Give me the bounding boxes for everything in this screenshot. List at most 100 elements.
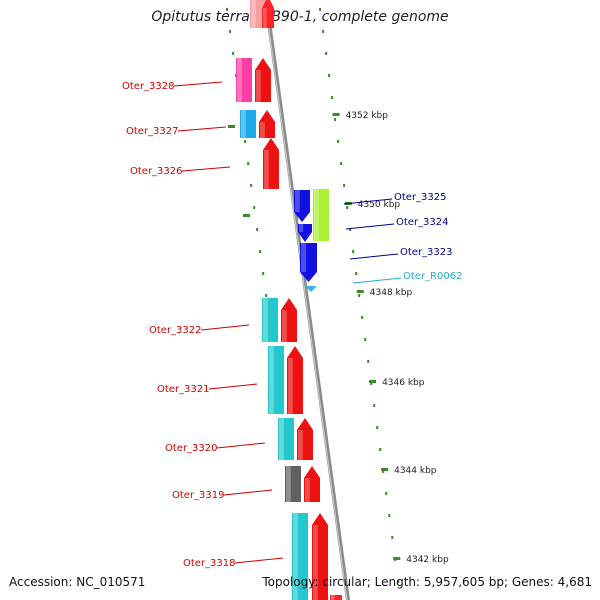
scale-tick <box>393 557 401 560</box>
gene-arrow-5-shape <box>297 418 313 460</box>
gene-3325-shape <box>294 190 310 222</box>
gene-label: Oter_3319 <box>172 490 225 501</box>
gene-leader-line <box>349 253 399 260</box>
right-guide-dot <box>361 316 364 319</box>
genome-backbone-highlight <box>264 0 348 600</box>
gene-leader-line <box>345 223 395 230</box>
gene-arrow-1-shape <box>259 110 275 138</box>
gene-green-feature-shine <box>314 189 319 241</box>
left-guide-dot <box>232 52 235 55</box>
gene-arrow-2-shape <box>263 138 279 189</box>
right-guide-dot <box>391 536 394 539</box>
right-guide-dot <box>388 514 391 517</box>
right-guide-dot <box>397 580 400 583</box>
gene-arrow-5-shine <box>298 430 303 460</box>
gene-leader-line <box>177 126 227 132</box>
right-guide-dot <box>322 30 325 33</box>
gene-box-4 <box>268 346 284 414</box>
gene-arrow-7 <box>312 513 328 600</box>
gene-leader-line <box>181 166 231 172</box>
gene-arrow-0 <box>255 58 271 102</box>
right-guide-dot <box>328 74 331 77</box>
gene-leader-line <box>343 198 393 205</box>
right-guide-dot <box>385 492 388 495</box>
gene-label: Oter_3325 <box>394 192 447 203</box>
right-guide-dot <box>379 448 382 451</box>
left-guide-dot <box>250 184 253 187</box>
gene-box-0 <box>236 58 252 102</box>
gene-leader-line <box>173 81 223 87</box>
gene-box-6 <box>285 466 301 502</box>
gene-partial-top-pink-shine <box>251 0 256 28</box>
right-guide-dot <box>355 272 358 275</box>
right-guide-dot <box>367 360 370 363</box>
gene-arrow-4-shape <box>287 346 303 414</box>
gene-arrow-3-shine <box>282 310 287 342</box>
gene-box-7-shine <box>293 513 298 600</box>
right-guide-dot <box>331 96 334 99</box>
gene-3323-shape <box>300 243 317 282</box>
scale-tick <box>369 380 377 383</box>
right-guide-dot <box>352 250 355 253</box>
gene-box-4-shape <box>268 346 284 414</box>
gene-label: Oter_3321 <box>157 384 210 395</box>
gene-leader-line <box>223 489 273 496</box>
gene-arrow-7-shine <box>313 525 318 600</box>
scale-tick-label: 4352 kbp <box>346 111 389 121</box>
left-tick <box>228 125 235 128</box>
gene-3325-shape-shine <box>295 190 300 212</box>
gene-arrow-3-shape <box>281 298 297 342</box>
gene-partial-top-red <box>262 0 274 28</box>
gene-arrow-7-shape <box>312 513 328 600</box>
right-guide-dot <box>370 382 373 385</box>
gene-label: Oter_3322 <box>149 325 202 336</box>
gene-arrow-6-shine <box>305 478 310 502</box>
gene-partial-bottom-shine <box>331 595 335 600</box>
right-guide-dot <box>364 338 367 341</box>
gene-leader-line <box>216 442 266 449</box>
left-guide-dot <box>226 8 229 11</box>
gene-arrow-4-shine <box>288 358 293 414</box>
right-guide-dot <box>376 426 379 429</box>
right-guide-dot <box>343 184 346 187</box>
gene-box-3-shape <box>262 298 278 342</box>
gene-3323-shape-shine <box>301 243 307 272</box>
gene-box-7 <box>292 513 308 600</box>
gene-label: Oter_3323 <box>400 247 453 258</box>
gene-box-0-shape <box>236 58 252 102</box>
gene-3325-shape-shape <box>294 190 310 222</box>
right-guide-dot <box>346 206 349 209</box>
gene-arrow-4 <box>287 346 303 414</box>
gene-3324-shape-shine <box>299 224 304 232</box>
gene-label: Oter_3327 <box>126 126 179 137</box>
gene-partial-top-red-shape <box>262 0 274 28</box>
right-guide-dot <box>358 294 361 297</box>
gene-box-6-shape <box>285 466 301 502</box>
gene-leader-line <box>352 277 402 284</box>
left-tick <box>243 214 250 217</box>
right-guide-dot <box>337 140 340 143</box>
gene-label: Oter_3320 <box>165 443 218 454</box>
gene-partial-bottom <box>330 595 342 600</box>
gene-rna-marker <box>305 286 317 292</box>
gene-green-feature <box>313 189 329 241</box>
accession-label: Accession: NC_010571 <box>9 575 146 589</box>
gene-arrow-2 <box>263 138 279 189</box>
gene-box-1-shape <box>240 110 256 138</box>
genome-summary: Topology: circular; Length: 5,957,605 bp… <box>262 575 592 589</box>
gene-3324-shape <box>298 224 312 242</box>
scale-tick <box>356 290 364 293</box>
right-guide-dot <box>334 118 337 121</box>
gene-box-5-shape <box>278 418 294 460</box>
gene-arrow-2-shine <box>264 150 269 189</box>
map-title: Opitutus terrae PB90-1, complete genome <box>151 9 449 25</box>
left-guide-dot <box>262 272 265 275</box>
gene-arrow-0-shape <box>255 58 271 102</box>
right-guide-dot <box>319 8 322 11</box>
scale-tick-label: 4344 kbp <box>394 466 437 476</box>
gene-box-0-shine <box>237 58 242 102</box>
gene-partial-top-red-shine <box>263 8 267 28</box>
gene-label: Oter_3318 <box>183 558 236 569</box>
